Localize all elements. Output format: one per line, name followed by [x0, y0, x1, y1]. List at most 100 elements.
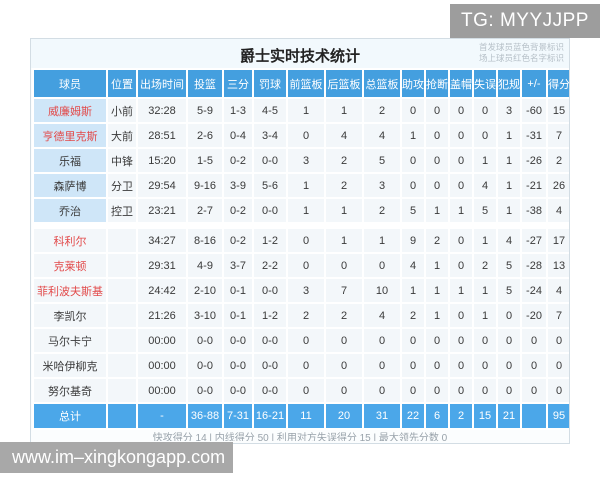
stat-cell: 7: [326, 279, 362, 302]
stat-cell: 00:00: [138, 354, 186, 377]
stat-cell: 1: [474, 229, 496, 252]
total-label-cell: 总计: [34, 404, 106, 428]
separator-cell: [34, 224, 569, 227]
stat-cell: 2: [326, 304, 362, 327]
stat-cell: 0: [426, 149, 448, 172]
stat-cell: 0: [450, 304, 472, 327]
stat-cell: 2: [474, 254, 496, 277]
stat-cell: 0: [402, 99, 424, 122]
stat-cell: 4: [364, 304, 400, 327]
legend-notes: 首发球员蓝色背景标识 场上球员红色名字标识: [479, 42, 564, 64]
stat-cell: 1: [288, 174, 324, 197]
stat-cell: 5: [498, 254, 520, 277]
total-stat-cell: [522, 404, 546, 428]
stat-cell: 0: [450, 124, 472, 147]
player-name-cell: 马尔卡宁: [34, 329, 106, 352]
stat-cell: 1-2: [254, 229, 286, 252]
stat-cell: 0: [364, 379, 400, 402]
stat-cell: 0-0: [254, 199, 286, 222]
stat-cell: 0: [426, 174, 448, 197]
stat-cell: 4: [548, 279, 569, 302]
stat-cell: 0-2: [224, 199, 252, 222]
page-title: 爵士实时技术统计: [239, 48, 360, 65]
stat-cell: 1: [402, 279, 424, 302]
stat-cell: 34:27: [138, 229, 186, 252]
stat-cell: -31: [522, 124, 546, 147]
stat-cell: 0: [450, 99, 472, 122]
stat-cell: 0: [522, 329, 546, 352]
stat-cell: 4: [364, 124, 400, 147]
player-name-cell: 乐福: [34, 149, 106, 172]
stat-cell: 0-2: [224, 149, 252, 172]
stat-cell: 0: [522, 354, 546, 377]
stat-cell: -60: [522, 99, 546, 122]
total-stat-cell: 15: [474, 404, 496, 428]
stat-cell: 28:51: [138, 124, 186, 147]
stat-cell: 0: [326, 329, 362, 352]
stat-cell: 0: [402, 329, 424, 352]
position-cell: [108, 279, 136, 302]
stat-cell: 0: [288, 379, 324, 402]
stat-cell: 1-2: [254, 304, 286, 327]
stat-cell: 0: [450, 229, 472, 252]
stat-cell: 0: [450, 174, 472, 197]
stat-cell: 0: [474, 379, 496, 402]
stat-cell: 0: [450, 329, 472, 352]
stat-cell: 3-9: [224, 174, 252, 197]
player-name-cell: 乔治: [34, 199, 106, 222]
player-name-cell: 菲利波夫斯基: [34, 279, 106, 302]
total-stat-cell: 20: [326, 404, 362, 428]
position-cell: 小前: [108, 99, 136, 122]
stat-cell: 1: [498, 149, 520, 172]
column-header: 抢断: [426, 70, 448, 97]
stat-cell: 1: [498, 174, 520, 197]
stat-cell: 9: [402, 229, 424, 252]
total-row: 总计 -36-88 7-31 16-21 11 20 31 22 6 2 15 21 95: [34, 404, 569, 428]
stat-cell: 4: [474, 174, 496, 197]
stat-cell: 0: [498, 379, 520, 402]
column-header: 后篮板: [326, 70, 362, 97]
column-header: 出场时间: [138, 70, 186, 97]
stat-cell: 5: [364, 149, 400, 172]
total-stat-cell: 11: [288, 404, 324, 428]
player-row: 亨德里克斯 大前 28:51 2-6 0-4 3-4 0 4 4 1 0 0 0 1 -31 7: [34, 124, 569, 147]
stat-cell: 13: [548, 254, 569, 277]
stat-cell: 3-7: [224, 254, 252, 277]
stat-cell: 0: [402, 379, 424, 402]
total-stat-cell: 6: [426, 404, 448, 428]
stat-cell: 4-5: [254, 99, 286, 122]
stat-cell: -20: [522, 304, 546, 327]
stat-cell: -21: [522, 174, 546, 197]
player-name-cell: 努尔基奇: [34, 379, 106, 402]
player-row: 威廉姆斯 小前 32:28 5-9 1-3 4-5 1 1 2 0 0 0 0 3 -60 15: [34, 99, 569, 122]
tg-overlay-badge: TG: MYYJJPP: [450, 4, 600, 38]
column-header: 三分: [224, 70, 252, 97]
stat-cell: 5-9: [188, 99, 222, 122]
stat-cell: 0: [548, 379, 569, 402]
stat-cell: 1: [474, 279, 496, 302]
stat-cell: 0: [288, 354, 324, 377]
player-row: 菲利波夫斯基 24:42 2-10 0-1 0-0 3 7 10 1 1 1 1 5 -24 4: [34, 279, 569, 302]
stat-cell: -24: [522, 279, 546, 302]
stat-cell: 0-1: [224, 304, 252, 327]
stat-cell: 7: [548, 124, 569, 147]
stat-cell: 7: [548, 304, 569, 327]
player-name-cell: 米哈伊柳克: [34, 354, 106, 377]
total-stat-cell: 22: [402, 404, 424, 428]
stat-cell: 0-0: [254, 149, 286, 172]
column-header: 位置: [108, 70, 136, 97]
stat-cell: 3: [364, 174, 400, 197]
total-stat-cell: 16-21: [254, 404, 286, 428]
player-row: 科利尔 34:27 8-16 0-2 1-2 0 1 1 9 2 0 1 4 -27 17: [34, 229, 569, 252]
stat-cell: 23:21: [138, 199, 186, 222]
stat-cell: 0: [288, 329, 324, 352]
position-cell: [108, 304, 136, 327]
stat-cell: 21:26: [138, 304, 186, 327]
stat-cell: 0: [364, 254, 400, 277]
position-cell: [108, 254, 136, 277]
stat-cell: 1-5: [188, 149, 222, 172]
stat-cell: 00:00: [138, 379, 186, 402]
site-watermark: www.im–xingkongapp.com: [0, 442, 233, 473]
stat-cell: 0: [474, 329, 496, 352]
stat-cell: 2: [288, 304, 324, 327]
